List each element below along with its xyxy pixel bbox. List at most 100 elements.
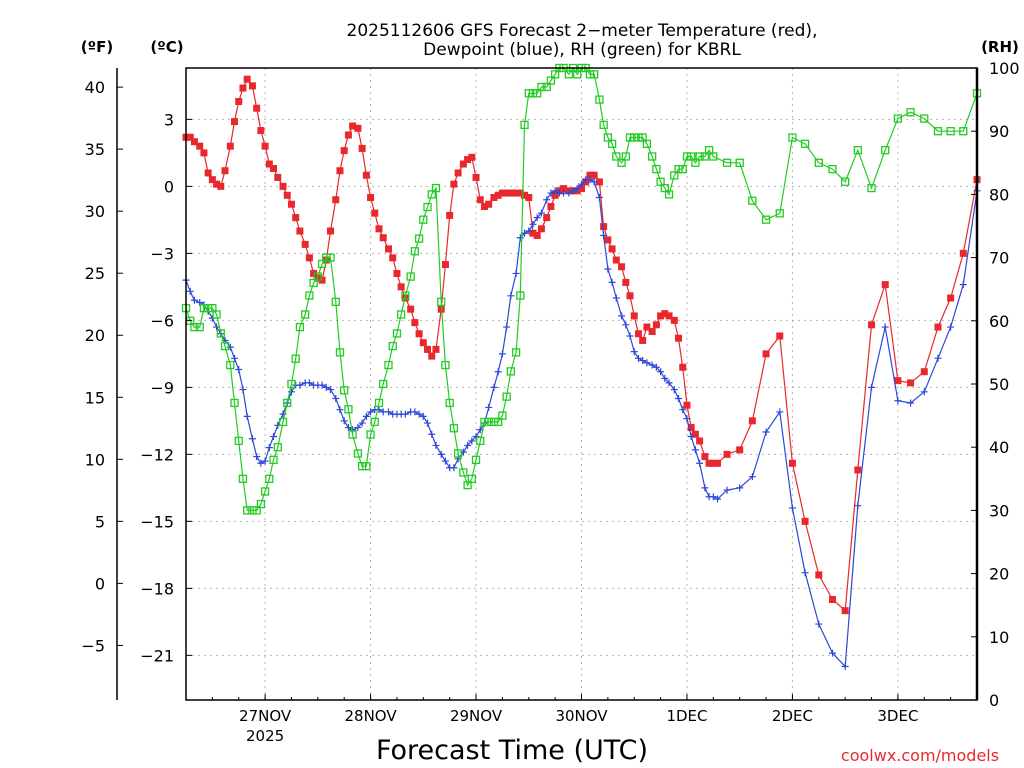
rh-point: [674, 164, 683, 174]
rh-point: [550, 70, 560, 79]
celsius-tick-label: −9: [150, 378, 174, 397]
fahrenheit-tick-label: 35: [85, 140, 105, 159]
temperature-point: [243, 75, 251, 83]
temperature-point: [301, 240, 309, 248]
temperature-point: [551, 191, 559, 199]
rh-point: [366, 430, 375, 439]
rh-point: [656, 177, 665, 186]
temperature-point: [472, 173, 480, 181]
dewpoint-point: [318, 381, 326, 389]
rh-point: [607, 139, 617, 148]
dewpoint-point: [829, 649, 837, 657]
rh-point: [220, 341, 230, 351]
rh-tick-label: 80: [989, 185, 1009, 204]
rh-point: [449, 424, 459, 433]
rh-point: [248, 506, 257, 515]
x-axis-title: Forecast Time (UTC): [376, 735, 648, 766]
rh-point: [648, 152, 657, 161]
temperature-point: [411, 319, 419, 327]
temperature-point: [196, 142, 204, 150]
chart-title-line1: 2025112606 GFS Forecast 2−meter Temperat…: [347, 21, 818, 41]
dewpoint-point: [881, 323, 889, 331]
temperature-point: [657, 312, 665, 320]
rh-point: [226, 360, 235, 370]
rh-point: [946, 127, 955, 136]
rh-point: [700, 152, 710, 161]
dewpoint-point: [841, 663, 849, 671]
rh-point: [419, 215, 428, 224]
dewpoint-line: [185, 179, 978, 668]
temperature-point: [705, 459, 713, 467]
temperature-point: [547, 202, 555, 210]
temperature-point: [424, 345, 432, 353]
plot-frame: [116, 67, 979, 701]
fahrenheit-unit-label: (ºF): [81, 38, 113, 56]
rh-point: [335, 348, 345, 357]
temperature-point: [881, 281, 889, 289]
dewpoint-point: [683, 415, 691, 423]
rh-point: [203, 304, 213, 313]
rh-point: [317, 259, 327, 269]
dewpoint-point: [595, 194, 603, 202]
rh-point: [459, 468, 468, 477]
rh-point: [406, 272, 415, 281]
celsius-tick-label: −21: [140, 646, 174, 665]
dewpoint-point: [586, 176, 594, 184]
dewpoint-point: [344, 424, 352, 432]
dewpoint-point: [959, 281, 967, 289]
rh-point: [502, 392, 511, 401]
rh-point: [634, 133, 643, 142]
rh-point: [516, 291, 525, 300]
rh-point: [506, 367, 515, 376]
temperature-point: [503, 189, 511, 197]
fahrenheit-tick-label: 20: [85, 326, 105, 345]
rh-point: [881, 146, 890, 155]
dewpoint-point: [340, 417, 348, 425]
rh-point: [933, 127, 943, 136]
x-tick-label: 1DEC: [666, 707, 707, 725]
temperature-point: [310, 269, 318, 277]
temperature-point: [459, 160, 467, 168]
dewpoint-point: [578, 180, 585, 188]
dewpoint-point: [657, 368, 665, 376]
rh-point: [761, 215, 771, 224]
temperature-point: [643, 323, 651, 331]
temperature-point: [854, 466, 862, 474]
dewpoint-point: [261, 457, 269, 465]
celsius-tick-label: −6: [150, 311, 174, 330]
rh-point: [467, 474, 476, 483]
rh-point: [278, 417, 288, 427]
rh-point: [273, 443, 282, 452]
rh-point: [295, 322, 305, 332]
temperature-point: [476, 196, 484, 204]
rh-point: [291, 354, 300, 363]
temperature-point: [498, 189, 506, 197]
rh-point: [252, 506, 261, 515]
temperature-point: [397, 283, 405, 291]
temperature-point: [709, 459, 717, 467]
rh-point: [678, 164, 687, 174]
temperature-point: [736, 446, 744, 454]
rh-point: [243, 506, 252, 515]
temperature-point: [665, 312, 673, 320]
rh-point: [660, 183, 669, 193]
temperature-point: [358, 144, 366, 152]
rh-point: [853, 146, 862, 155]
temperature-point: [261, 142, 269, 150]
temperature-point: [322, 256, 330, 264]
dewpoint-point: [428, 430, 436, 438]
watermark-text: coolwx.com/models: [841, 746, 999, 765]
rh-point: [476, 436, 485, 446]
rh-point: [599, 120, 608, 130]
rh-point: [585, 70, 595, 79]
dewpoint-point: [494, 368, 502, 376]
rh-point: [735, 158, 744, 167]
rh-point: [704, 146, 714, 155]
dewpoint-point: [367, 408, 375, 416]
rh-point: [208, 304, 217, 313]
temperature-point: [190, 138, 198, 146]
temperature-point: [525, 194, 533, 202]
dewpoint-point: [801, 569, 809, 577]
temperature-point: [578, 185, 585, 193]
